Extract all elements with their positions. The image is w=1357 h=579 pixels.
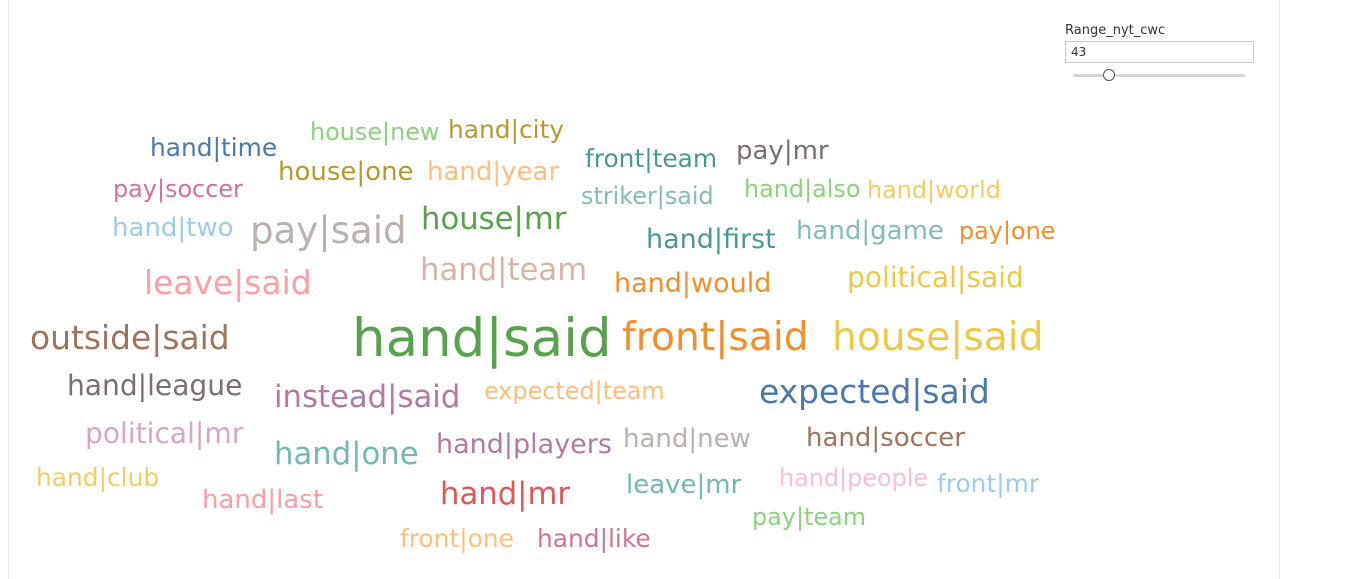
cloud-word[interactable]: striker|said bbox=[581, 182, 714, 210]
cloud-word[interactable]: instead|said bbox=[274, 380, 461, 415]
cloud-word[interactable]: hand|soccer bbox=[806, 423, 965, 453]
cloud-word[interactable]: outside|said bbox=[30, 318, 230, 357]
cloud-word[interactable]: hand|last bbox=[202, 485, 324, 515]
cloud-word[interactable]: front|one bbox=[400, 524, 514, 553]
cloud-word[interactable]: hand|two bbox=[112, 213, 234, 243]
cloud-word[interactable]: expected|said bbox=[759, 372, 990, 411]
cloud-word[interactable]: hand|new bbox=[623, 424, 751, 454]
cloud-word[interactable]: house|said bbox=[832, 315, 1044, 360]
cloud-word[interactable]: hand|year bbox=[427, 157, 560, 187]
cloud-word[interactable]: hand|one bbox=[274, 437, 419, 472]
cloud-word[interactable]: pay|soccer bbox=[113, 175, 243, 203]
cloud-word[interactable]: house|mr bbox=[421, 202, 567, 237]
cloud-word[interactable]: political|said bbox=[847, 261, 1024, 294]
cloud-word[interactable]: hand|world bbox=[867, 176, 1001, 204]
cloud-word[interactable]: leave|said bbox=[144, 263, 312, 302]
cloud-word[interactable]: hand|city bbox=[448, 115, 565, 144]
slider-track bbox=[1073, 74, 1245, 77]
cloud-word[interactable]: hand|team bbox=[420, 253, 588, 288]
cloud-word[interactable]: hand|players bbox=[436, 429, 612, 460]
cloud-word[interactable]: front|said bbox=[622, 315, 809, 360]
cloud-word[interactable]: hand|mr bbox=[440, 477, 571, 512]
cloud-word[interactable]: hand|would bbox=[614, 268, 772, 299]
cloud-word[interactable]: pay|one bbox=[959, 217, 1056, 245]
cloud-word[interactable]: hand|people bbox=[779, 464, 929, 492]
word-cloud: hand|said front|said house|said pay|said out… bbox=[30, 115, 1056, 553]
cloud-word[interactable]: hand|also bbox=[744, 175, 861, 203]
cloud-word[interactable]: pay|said bbox=[250, 209, 407, 252]
cloud-word[interactable]: pay|team bbox=[752, 503, 866, 531]
cloud-word[interactable]: expected|team bbox=[484, 377, 665, 405]
cloud-word[interactable]: front|team bbox=[585, 144, 718, 173]
range-slider[interactable] bbox=[1073, 69, 1245, 81]
slider-thumb[interactable] bbox=[1103, 69, 1116, 81]
cloud-word[interactable]: political|mr bbox=[85, 417, 244, 450]
dashboard-frame bbox=[8, 0, 1280, 579]
range-value-input[interactable] bbox=[1065, 41, 1254, 63]
cloud-word[interactable]: hand|first bbox=[646, 224, 776, 255]
cloud-word[interactable]: hand|league bbox=[67, 369, 243, 402]
cloud-word[interactable]: pay|mr bbox=[736, 136, 829, 166]
cloud-word[interactable]: hand|said bbox=[352, 308, 612, 369]
cloud-word[interactable]: house|new bbox=[310, 118, 440, 146]
cloud-word[interactable]: front|mr bbox=[937, 469, 1040, 498]
cloud-word[interactable]: hand|time bbox=[150, 133, 278, 162]
range-filter: Range_nyt_cwc bbox=[1065, 23, 1255, 81]
cloud-word[interactable]: leave|mr bbox=[626, 470, 742, 500]
filter-title: Range_nyt_cwc bbox=[1065, 23, 1166, 38]
cloud-word[interactable]: hand|game bbox=[796, 216, 944, 246]
cloud-word[interactable]: house|one bbox=[278, 157, 414, 187]
cloud-word[interactable]: hand|club bbox=[36, 463, 160, 492]
cloud-word[interactable]: hand|like bbox=[537, 524, 651, 553]
